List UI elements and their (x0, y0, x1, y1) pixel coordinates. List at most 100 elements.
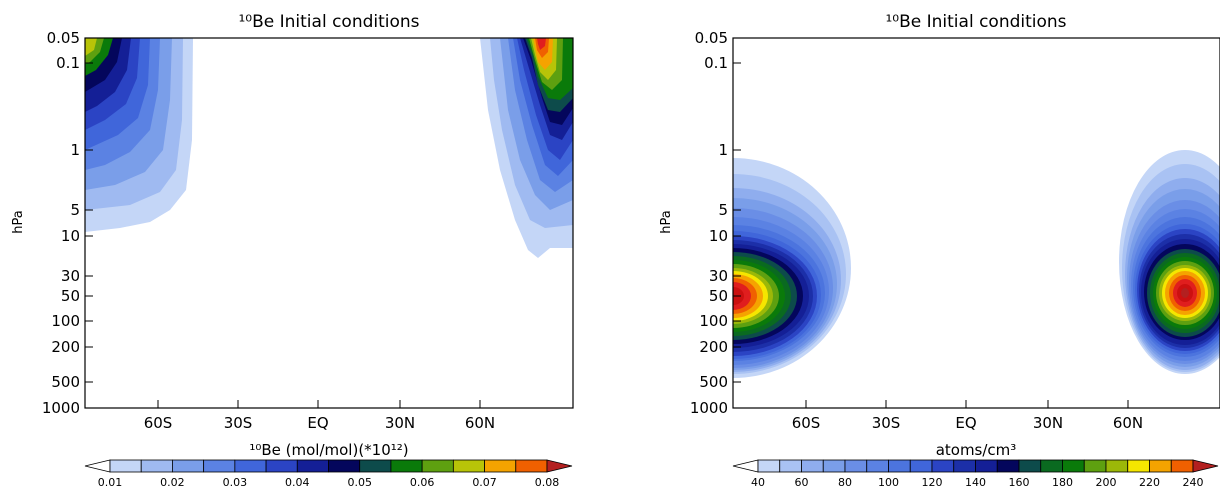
right-colorbar-swatch (1040, 459, 1063, 473)
left-colorbar-label: 0.06 (410, 476, 435, 489)
left-x-tick-label: 60S (144, 414, 173, 432)
right-colorbar-swatch (975, 459, 998, 473)
right-y-tick-label: 0.05 (695, 29, 728, 47)
left-x-tick-label: 30N (385, 414, 415, 432)
right-colorbar-swatch (1170, 459, 1194, 473)
left-y-axis-label: hPa (11, 210, 26, 233)
left-colorbar-swatch (140, 459, 173, 473)
left-colorbar-label: 0.03 (223, 476, 248, 489)
right-y-tick-label: 500 (699, 373, 728, 391)
left-y-tick-label: 0.05 (47, 29, 80, 47)
left-colorbar-swatch (390, 459, 423, 473)
right-chart-title: ¹⁰Be Initial conditions (885, 12, 1066, 32)
left-panel: ¹⁰Be Initial conditions hPa (11, 12, 574, 489)
right-colorbar-min-arrow (732, 459, 759, 473)
right-x-tick-label: 30S (872, 414, 901, 432)
right-y-tick-label: 10 (709, 227, 728, 245)
left-colorbar-swatch (328, 459, 361, 473)
right-y-tick-label: 1 (718, 141, 728, 159)
left-y-tick-label: 5 (70, 201, 80, 219)
right-x-tick-label: EQ (955, 414, 976, 432)
left-south-level-11 (85, 38, 97, 56)
left-y-tick-label: 500 (51, 373, 80, 391)
left-colorbar-swatch (452, 459, 485, 473)
right-colorbar-label: 80 (838, 476, 852, 489)
right-colorbar-swatch (1149, 459, 1172, 473)
left-y-tick-label: 1000 (42, 399, 80, 417)
left-colorbar-swatch (515, 459, 548, 473)
left-colorbar-label: 0.07 (472, 476, 497, 489)
right-colorbar-swatch (1105, 459, 1129, 473)
right-colorbar-swatch (757, 459, 781, 473)
right-north-level-23 (1181, 288, 1189, 298)
left-colorbar-title: ¹⁰Be (mol/mol)(*10¹²) (249, 441, 408, 459)
left-colorbar-swatch (265, 459, 298, 473)
right-colorbar-label: 60 (795, 476, 809, 489)
left-plot-frame (84, 37, 574, 409)
right-colorbar-label: 240 (1183, 476, 1204, 489)
left-colorbar-swatch (359, 459, 392, 473)
left-y-tick-label: 0.1 (56, 54, 80, 72)
left-colorbar-max-arrow (546, 459, 573, 473)
right-colorbar-swatch (888, 459, 911, 473)
right-axes-ticks: 0.05 0.1 1 5 10 30 50 100 200 500 1000 60S 30S EQ 30N 6… (690, 29, 1143, 432)
right-y-tick-label: 5 (718, 201, 728, 219)
right-colorbar-swatch (801, 459, 824, 473)
left-contour-field (85, 38, 573, 258)
right-colorbar-label: 160 (1009, 476, 1030, 489)
left-north-level-15 (537, 38, 546, 50)
right-colorbar-swatch (909, 459, 933, 473)
right-x-tick-label: 30N (1033, 414, 1063, 432)
left-axes-ticks: 0.05 0.1 1 5 10 30 50 100 200 500 1000 60S 30S EQ 30N 6… (42, 29, 495, 432)
left-colorbar-label: 0.01 (98, 476, 123, 489)
right-colorbar: 40 60 80 100 120 140 160 180 200 220 240 (732, 459, 1219, 489)
left-x-tick-label: EQ (307, 414, 328, 432)
left-colorbar-swatch (234, 459, 267, 473)
left-y-tick-label: 30 (61, 267, 80, 285)
right-colorbar-swatch (779, 459, 802, 473)
left-y-tick-label: 10 (61, 227, 80, 245)
left-colorbar-label: 0.02 (160, 476, 185, 489)
left-chart-title: ¹⁰Be Initial conditions (238, 12, 419, 32)
left-colorbar-swatch (421, 459, 454, 473)
right-colorbar-label: 140 (965, 476, 986, 489)
right-y-tick-label: 1000 (690, 399, 728, 417)
right-y-tick-label: 50 (709, 287, 728, 305)
right-colorbar-swatch (1018, 459, 1042, 473)
left-colorbar-label: 0.05 (347, 476, 372, 489)
left-colorbar-swatch (296, 459, 329, 473)
right-y-tick-label: 200 (699, 338, 728, 356)
right-plot-frame (732, 37, 1220, 409)
right-colorbar-label: 40 (751, 476, 765, 489)
right-contour-field (733, 150, 1220, 378)
right-colorbar-title: atoms/cm³ (936, 441, 1017, 459)
left-y-tick-label: 1 (70, 141, 80, 159)
right-colorbar-label: 100 (878, 476, 899, 489)
right-colorbar-swatch (866, 459, 889, 473)
right-colorbar-swatch (931, 459, 955, 473)
right-north-blob (1119, 150, 1220, 374)
left-colorbar-label: 0.04 (285, 476, 310, 489)
right-colorbar-label: 120 (922, 476, 943, 489)
right-x-tick-label: 60S (792, 414, 821, 432)
left-y-tick-label: 100 (51, 312, 80, 330)
left-colorbar-swatch (203, 459, 236, 473)
left-colorbar-swatch (172, 459, 205, 473)
right-colorbar-swatch (1083, 459, 1107, 473)
right-colorbar-label: 180 (1052, 476, 1073, 489)
left-y-tick-label: 200 (51, 338, 80, 356)
right-colorbar-label: 220 (1139, 476, 1160, 489)
right-panel: ¹⁰Be Initial conditions hPa (659, 12, 1220, 489)
left-colorbar-swatch (109, 459, 142, 473)
right-south-blob (733, 158, 851, 378)
right-x-tick-label: 60N (1113, 414, 1143, 432)
left-x-tick-label: 30S (224, 414, 253, 432)
right-colorbar-swatch (844, 459, 868, 473)
left-colorbar-swatch (484, 459, 517, 473)
left-x-tick-label: 60N (465, 414, 495, 432)
right-y-axis-label: hPa (659, 210, 674, 233)
right-colorbar-max-arrow (1192, 459, 1219, 473)
left-colorbar: 0.01 0.02 0.03 0.04 0.05 0.06 0.07 0.08 (84, 459, 573, 489)
right-y-tick-label: 30 (709, 267, 728, 285)
